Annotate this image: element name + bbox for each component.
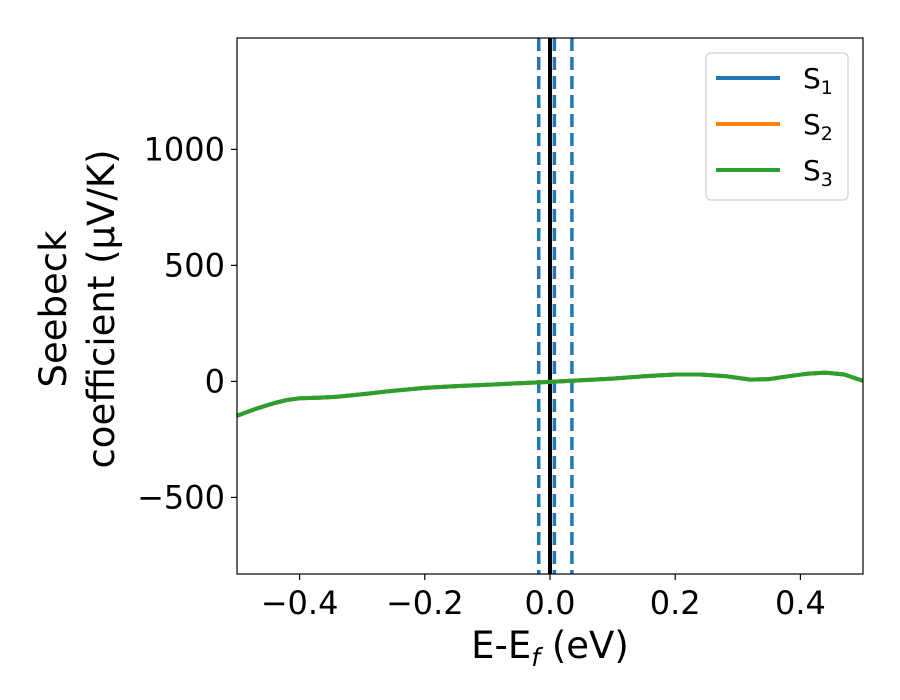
x-tick-label-1: −0.2	[386, 584, 464, 622]
x-tick-label-0: −0.4	[261, 584, 339, 622]
legend: S1 S2 S3	[705, 52, 849, 201]
x-tick-label-2: 0.0	[525, 584, 576, 622]
series-lines	[237, 370, 863, 418]
y-tick-label-3: 1000	[144, 130, 225, 168]
y-axis-label: Seebeck coefficient (μV/K)	[32, 149, 123, 468]
x-tick-label-3: 0.2	[650, 584, 701, 622]
vertical-reference-lines	[536, 38, 574, 574]
legend-label-s1: S1	[803, 62, 833, 99]
x-axis-ticks: −0.4 −0.2 0.0 0.2 0.4	[261, 574, 826, 622]
x-axis-label: E-Ef (eV)	[471, 624, 629, 672]
y-axis-label-line1: Seebeck	[32, 230, 75, 388]
y-axis-label-line2: coefficient (μV/K)	[80, 149, 123, 468]
x-tick-label-4: 0.4	[775, 584, 826, 622]
y-tick-label-0: −500	[137, 478, 225, 516]
legend-label-s2: S2	[803, 108, 833, 145]
y-tick-label-2: 500	[164, 246, 225, 284]
y-axis-ticks: −500 0 500 1000	[137, 130, 237, 516]
y-tick-label-1: 0	[205, 362, 225, 400]
legend-box	[705, 52, 849, 201]
series-line-s3	[237, 370, 863, 418]
legend-label-s3: S3	[803, 154, 833, 191]
